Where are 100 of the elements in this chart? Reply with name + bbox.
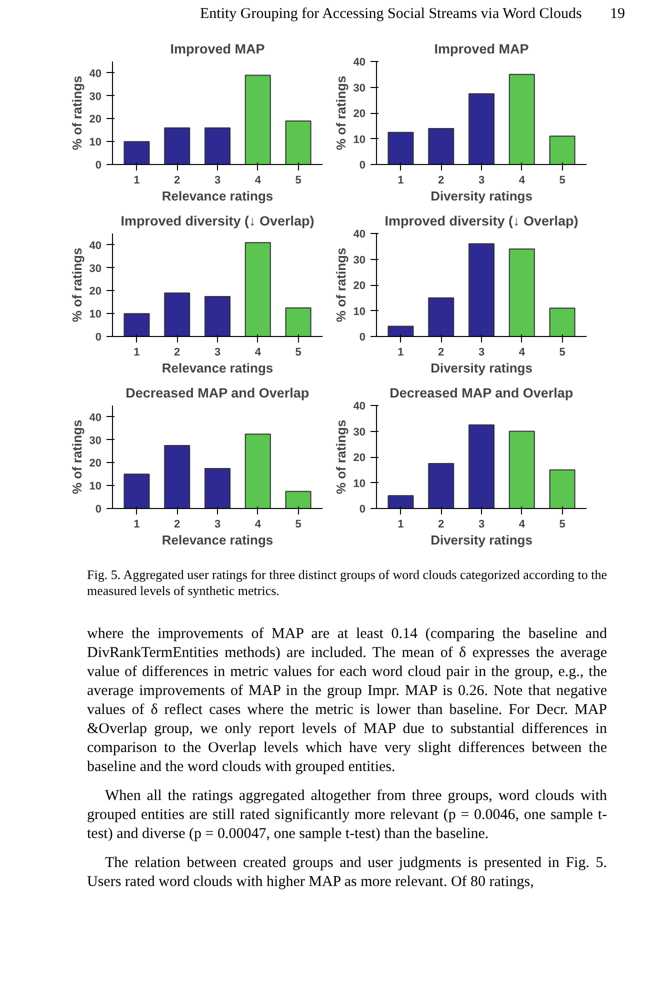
bar	[549, 136, 576, 164]
y-tick-label: 20	[89, 114, 102, 126]
x-tick-label: 4	[254, 346, 262, 358]
chart-title: Improved MAP	[434, 42, 529, 56]
bar	[285, 120, 312, 164]
chart-title: Improved diversity (↓ Overlap)	[384, 214, 578, 228]
bar	[468, 243, 495, 336]
bar	[164, 127, 190, 164]
x-tick-label: 3	[214, 346, 221, 358]
x-tick-label: 2	[438, 174, 444, 186]
y-tick-label: 40	[353, 228, 366, 240]
x-tick-label: 1	[398, 518, 404, 530]
x-tick-label: 4	[518, 346, 526, 358]
y-axis-title: % of ratings	[333, 76, 348, 150]
y-axis-title: % of ratings	[333, 420, 348, 494]
bar	[204, 127, 231, 164]
y-tick-label: 0	[359, 332, 366, 344]
x-axis-title: Diversity ratings	[430, 360, 532, 376]
y-tick-label: 10	[353, 478, 366, 490]
x-tick-label: 5	[295, 518, 302, 530]
text: Entity Grouping for Accessing Social Streams via Word Clouds	[200, 5, 582, 24]
y-tick-label: 0	[359, 504, 366, 516]
x-axis-title: Relevance ratings	[162, 532, 274, 548]
y-tick-label: 0	[95, 504, 102, 516]
x-axis-title: Relevance ratings	[162, 188, 274, 204]
y-axis-title: % of ratings	[69, 248, 84, 322]
bar	[244, 74, 271, 164]
bar	[164, 292, 190, 336]
text: The relation between created groups and user judgments is presented in Fig. 5. Users rated word clouds with higher MAP as more relevant. Of 80 ratings,	[87, 854, 607, 892]
bar	[244, 242, 271, 336]
y-tick-label: 40	[353, 56, 366, 68]
y-tick-label: 40	[89, 68, 102, 80]
x-tick-label: 2	[174, 346, 180, 358]
bar	[508, 74, 535, 164]
bar	[285, 490, 312, 508]
y-axis-title: % of ratings	[69, 76, 84, 150]
y-tick-label: 20	[89, 286, 102, 298]
bar	[428, 462, 454, 508]
x-tick-label: 4	[518, 174, 526, 186]
x-tick-label: 5	[559, 174, 566, 186]
bar	[124, 141, 150, 164]
y-tick-label: 10	[353, 134, 366, 146]
x-tick-label: 3	[478, 518, 485, 530]
bar	[508, 248, 535, 336]
bar	[428, 297, 454, 336]
y-tick-label: 10	[353, 306, 366, 318]
x-tick-label: 3	[478, 174, 485, 186]
x-tick-label: 5	[559, 518, 566, 530]
x-tick-label: 4	[518, 518, 526, 530]
x-tick-label: 1	[398, 346, 404, 358]
bar	[549, 308, 576, 336]
y-axis-title: % of ratings	[333, 248, 348, 322]
bar	[164, 445, 190, 508]
y-tick-label: 30	[89, 262, 102, 275]
x-tick-label: 5	[559, 346, 566, 358]
y-tick-label: 10	[89, 308, 102, 321]
y-axis-title: % of ratings	[69, 420, 84, 494]
x-tick-label: 3	[214, 518, 221, 530]
caption: Fig. 5. Aggregated user ratings for three distinct groups of word clouds categorized according to the measured levels of synthetic metrics.	[87, 567, 607, 599]
bar	[508, 430, 535, 508]
x-tick-label: 2	[174, 174, 180, 186]
x-axis-title: Diversity ratings	[430, 532, 532, 548]
x-tick-label: 2	[438, 346, 444, 358]
bar	[468, 93, 495, 164]
y-tick-label: 20	[89, 458, 102, 470]
y-tick-label: 30	[353, 426, 366, 438]
chart-title: Decreased MAP and Overlap	[390, 386, 574, 400]
x-axis-title: Relevance ratings	[162, 360, 274, 376]
bar	[388, 326, 414, 336]
y-tick-label: 20	[353, 452, 366, 464]
y-tick-label: 0	[359, 160, 366, 172]
chart-title: Improved MAP	[170, 42, 265, 56]
x-tick-label: 3	[478, 346, 485, 358]
y-tick-label: 0	[95, 160, 102, 172]
bar	[285, 307, 312, 336]
y-tick-label: 40	[89, 412, 102, 424]
bar	[549, 469, 576, 508]
x-tick-label: 1	[134, 518, 140, 530]
x-tick-label: 5	[295, 346, 302, 358]
y-tick-label: 30	[353, 254, 366, 266]
y-tick-label: 30	[89, 90, 102, 103]
y-tick-label: 40	[89, 240, 102, 252]
text: where the improvements of MAP are at least 0.14 (comparing the baseline and DivRankTermEntities methods) are included. The mean of δ expresses the average value of differences in metric values for each word cloud pair in the group, e.g., the average improvements of MAP in the group Impr. MAP is 0.26. Note that negative values of δ reflect cases where the metric is lower than baseline. For Decr. MAP &Overlap group, we only report levels of MAP due to substantial differences in comparison to the Overlap levels which have very slight differences between the baseline and the word clouds with grouped entities.	[87, 625, 607, 777]
y-tick-label: 20	[353, 280, 366, 292]
text: When all the ratings aggregated altogether from three groups, word clouds with grouped entities are still rated significantly more relevant (p = 0.0046, one sample t-test) and diverse (p = 0.00047, one sample t-test) than the baseline.	[87, 787, 607, 844]
y-tick-label: 30	[353, 82, 366, 94]
chart-title: Decreased MAP and Overlap	[126, 386, 310, 400]
bar	[388, 132, 414, 164]
x-tick-label: 4	[254, 518, 262, 530]
bar	[244, 434, 271, 508]
x-tick-label: 2	[438, 518, 444, 530]
x-tick-label: 3	[214, 174, 221, 186]
x-tick-label: 5	[295, 174, 302, 186]
y-tick-label: 10	[89, 136, 102, 149]
bar	[204, 296, 231, 336]
text: 19	[610, 5, 625, 24]
x-tick-label: 1	[134, 174, 140, 186]
bar	[204, 468, 231, 508]
x-tick-label: 1	[398, 174, 404, 186]
bar	[428, 128, 454, 164]
